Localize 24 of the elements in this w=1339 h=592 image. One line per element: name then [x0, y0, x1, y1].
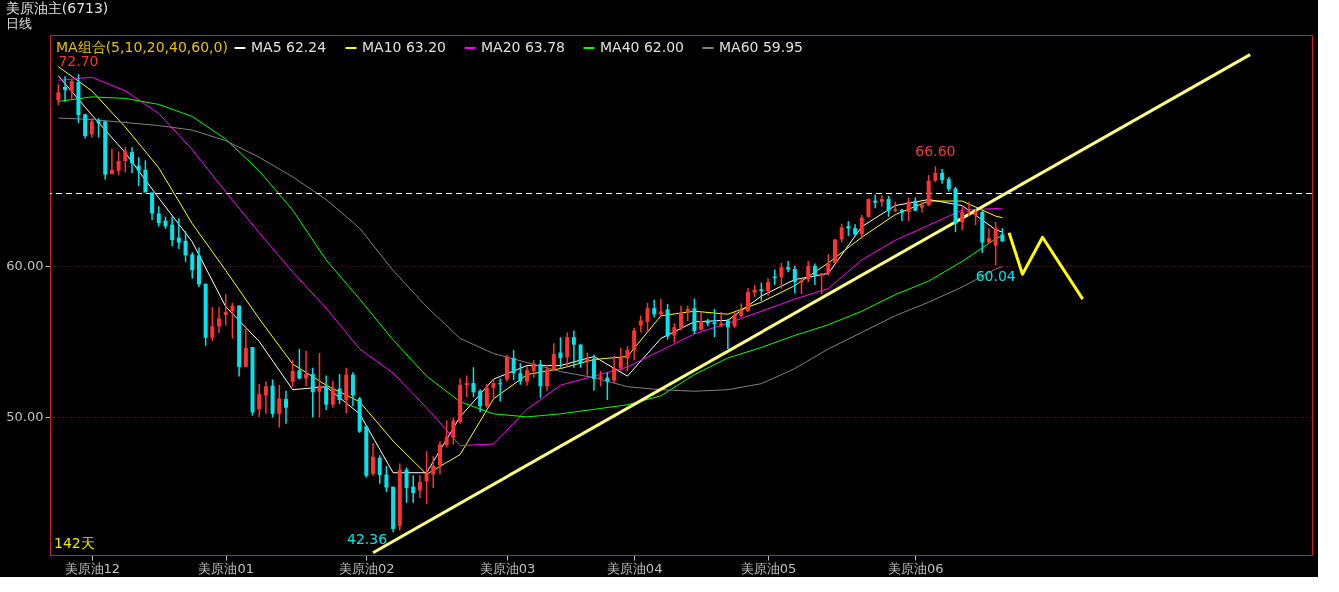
x-tick-label: 美原油03 [479, 560, 536, 576]
legend-title: MA组合(5,10,20,40,60,0) [56, 39, 228, 55]
x-tick-label: 美原油02 [339, 560, 395, 576]
x-tick-label: 美原油04 [606, 560, 663, 576]
annotation: 142天 [54, 535, 95, 551]
y-tick-label: 50.00 [6, 409, 44, 425]
candlestick [819, 272, 824, 295]
x-tick-label: 美原油12 [64, 560, 121, 576]
annotation: 42.36 [347, 531, 388, 548]
annotation: 60.04 [975, 268, 1016, 285]
chart-subtitle: 日线 [5, 16, 32, 31]
x-tick-label: 美原油01 [198, 560, 254, 576]
legend-label: MA40 62.00 [600, 39, 684, 55]
legend-label: MA20 63.78 [481, 39, 565, 55]
legend-label: MA60 59.95 [719, 39, 803, 55]
x-tick-label: 美原油05 [740, 560, 797, 576]
y-tick-label: 60.00 [6, 258, 44, 274]
candlestick [96, 117, 101, 139]
annotation: 66.60 [915, 143, 956, 160]
x-tick-label: 美原油06 [888, 560, 944, 576]
annotation: 72.70 [58, 53, 99, 70]
legend-label: MA10 63.20 [362, 39, 446, 55]
chart-title: 美原油主(6713) [5, 0, 109, 16]
legend-label: MA5 62.24 [251, 39, 327, 55]
